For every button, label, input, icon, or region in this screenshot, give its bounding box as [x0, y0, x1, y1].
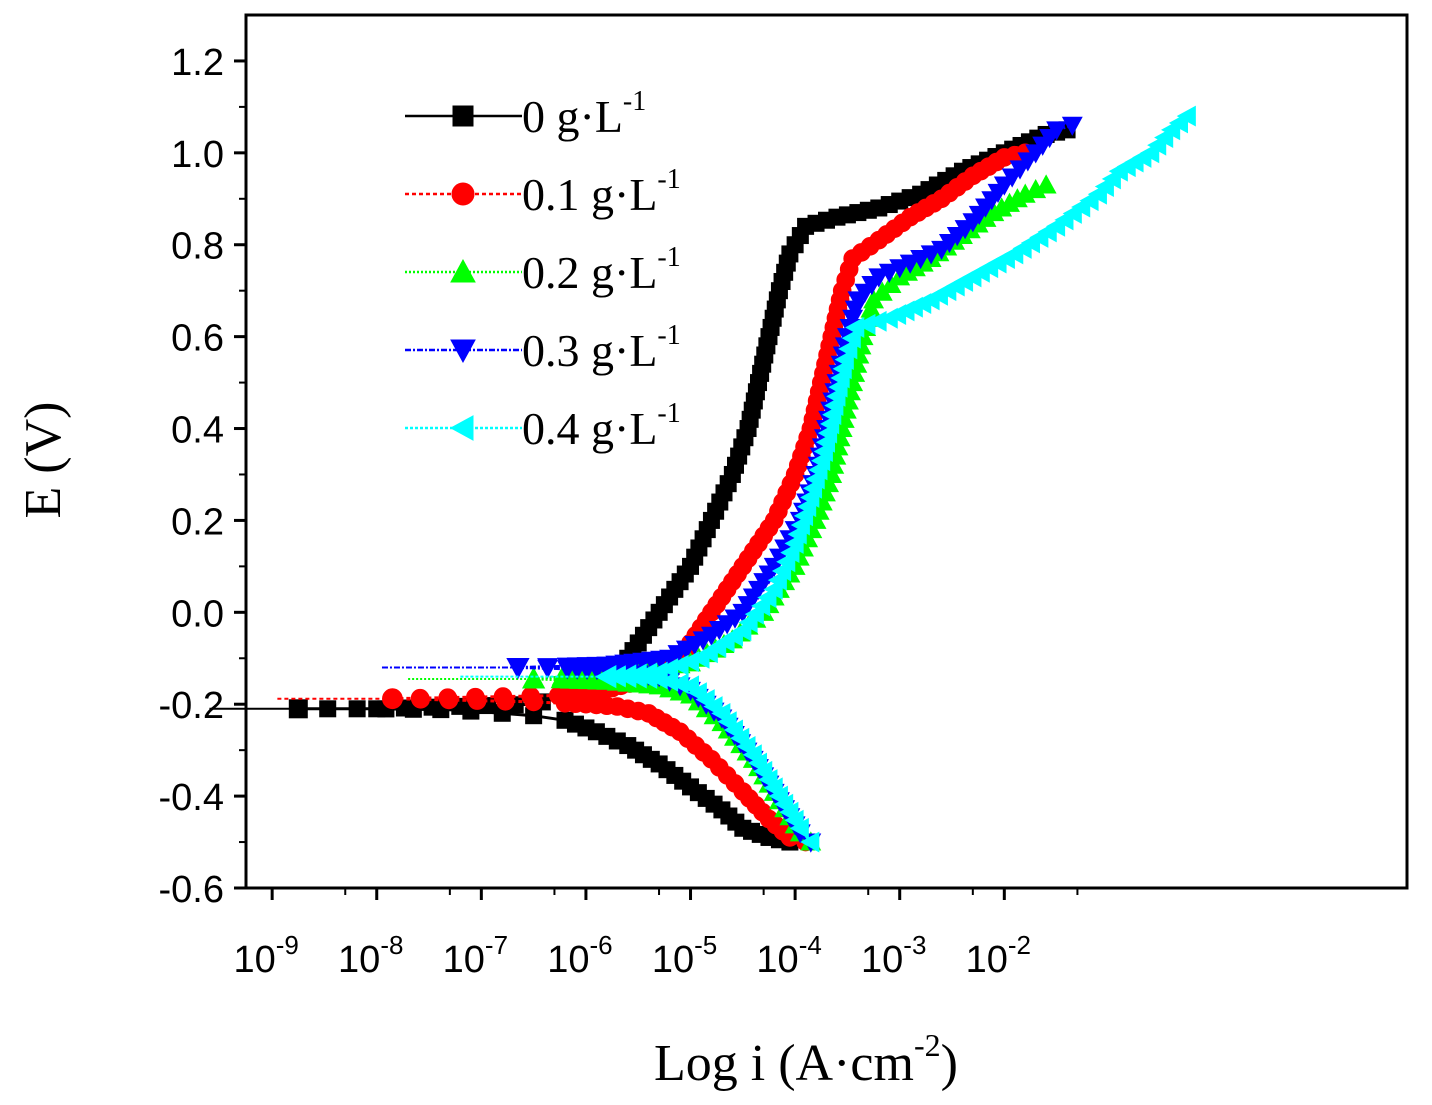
- series-start-marker: [382, 688, 403, 710]
- series-start-marker: [595, 664, 617, 689]
- series-start-marker: [288, 699, 308, 719]
- series-marker: [1176, 105, 1196, 127]
- series-marker: [838, 338, 858, 360]
- y-tick-label: -0.2: [159, 685, 224, 727]
- series-marker: [348, 700, 366, 718]
- x-tick-label: 10-2: [966, 930, 1031, 981]
- series-1: [277, 143, 1035, 852]
- legend: 0 g·L-1 0.1 g·L-1 0.2 g·L-1 0.3 g·L-1 0.4 g·…: [405, 86, 681, 454]
- y-tick-label: 1.2: [171, 42, 224, 84]
- x-axis-label-main: Log i (A·cm: [654, 1035, 914, 1092]
- series-4: [460, 105, 1196, 853]
- legend-entry-1: 0.1 g·L-1: [405, 164, 681, 220]
- series-marker: [466, 687, 485, 707]
- legend-marker: [450, 258, 476, 283]
- series-marker: [537, 658, 559, 678]
- x-tick-label: 10-4: [756, 930, 821, 981]
- y-tick-label: 0.4: [171, 410, 224, 452]
- x-tick-label: 10-5: [652, 930, 717, 981]
- y-tick-label: -0.4: [159, 777, 224, 819]
- x-tick-label: 10-3: [861, 930, 926, 981]
- series-start-marker: [506, 657, 530, 680]
- series-marker: [319, 700, 337, 718]
- legend-label: 0.4 g·L-1: [522, 398, 681, 454]
- series-marker: [920, 245, 942, 265]
- y-tick-label: 0.0: [171, 593, 224, 635]
- legend-marker: [450, 339, 476, 364]
- legend-marker: [452, 105, 474, 127]
- x-axis-label-sup: -2: [914, 1027, 941, 1063]
- y-axis-label: E (V): [15, 402, 72, 519]
- series-marker: [1061, 116, 1083, 136]
- axis-ticks: [234, 59, 1079, 900]
- x-tick-label: 10-6: [547, 930, 612, 981]
- series-marker: [521, 686, 540, 706]
- legend-marker: [451, 182, 475, 206]
- legend-label: 0.1 g·L-1: [522, 164, 681, 220]
- series-marker: [889, 259, 911, 279]
- x-tick-label: 10-8: [338, 930, 403, 981]
- x-axis-label: Log i (A·cm-2): [654, 1027, 958, 1092]
- x-tick-labels: 10-9 10-8 10-7 10-6 10-5 10-4 10-3 10-2: [233, 930, 1031, 981]
- y-tick-label: 0.2: [171, 501, 224, 543]
- series-marker: [493, 687, 513, 706]
- y-tick-label: 0.6: [171, 318, 224, 360]
- legend-label: 0.3 g·L-1: [522, 320, 681, 376]
- series-marker: [410, 688, 430, 708]
- series-marker: [800, 831, 820, 853]
- series-marker: [841, 327, 861, 349]
- series-marker: [438, 688, 458, 707]
- series-marker: [899, 254, 921, 274]
- series-marker: [834, 349, 854, 371]
- y-tick-labels: -0.6 -0.4 -0.2 0.0 0.2 0.4 0.6 0.8 1.0 1.2: [159, 42, 224, 911]
- x-tick-label: 10-9: [233, 930, 298, 981]
- series-start-marker: [521, 667, 546, 689]
- legend-marker: [449, 415, 474, 441]
- series-marker: [910, 250, 932, 270]
- legend-entry-3: 0.3 g·L-1: [405, 320, 681, 376]
- series-marker: [1046, 121, 1068, 141]
- y-tick-label: 0.8: [171, 226, 224, 268]
- x-tick-label: 10-7: [443, 930, 508, 981]
- series-marker: [868, 268, 890, 288]
- series-marker: [789, 817, 809, 839]
- legend-entry-0: 0 g·L-1: [405, 86, 646, 142]
- legend-label: 0.2 g·L-1: [522, 242, 681, 298]
- legend-entry-4: 0.4 g·L-1: [405, 398, 681, 454]
- series-marker: [1035, 174, 1057, 194]
- series-layer: [209, 105, 1196, 853]
- series-marker: [368, 700, 386, 718]
- legend-entry-2: 0.2 g·L-1: [405, 242, 681, 298]
- x-axis-label-end: ): [941, 1035, 958, 1092]
- y-tick-label: 1.0: [171, 134, 224, 176]
- series-marker: [878, 263, 900, 283]
- y-tick-label: -0.6: [159, 869, 224, 911]
- legend-label: 0 g·L-1: [522, 86, 646, 142]
